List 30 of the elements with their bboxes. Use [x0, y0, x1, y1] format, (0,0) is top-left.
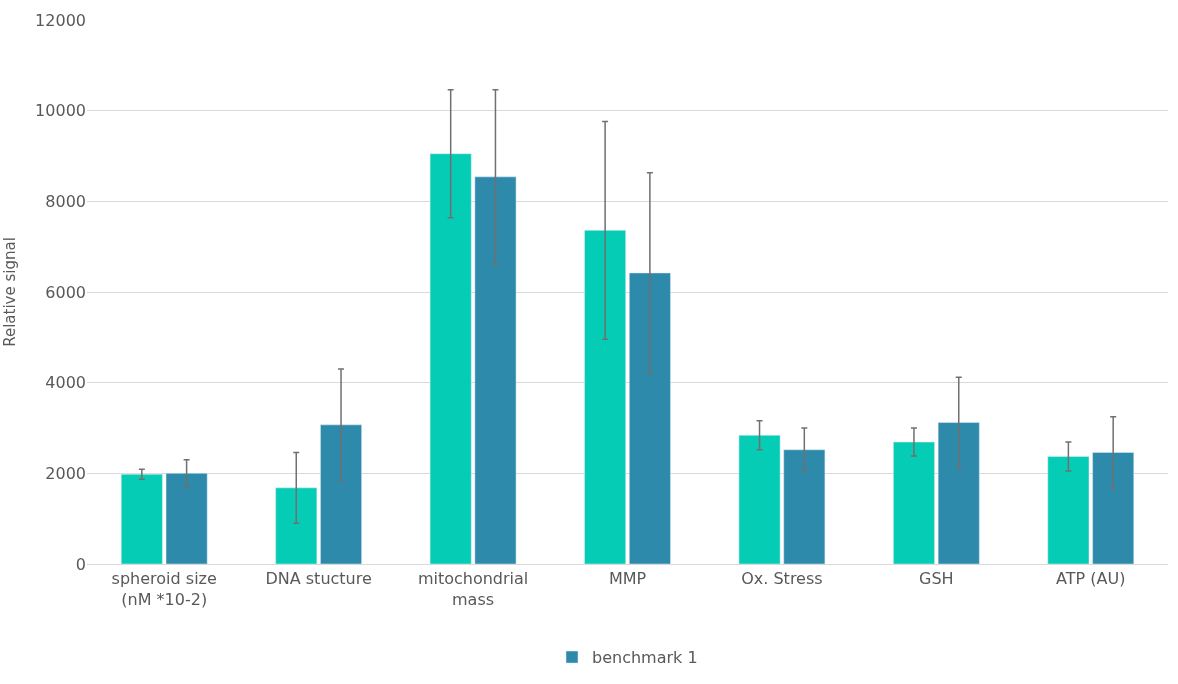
y-tick-label: 4000: [45, 373, 86, 393]
y-tick-label: 0: [75, 554, 86, 574]
x-tick-label: spheroid size (nM *10-2): [111, 569, 217, 609]
x-tick-label: GSH: [919, 569, 954, 589]
bar: [474, 176, 517, 564]
y-tick-label: 12000: [35, 10, 86, 30]
bar: [320, 424, 362, 564]
x-tick-label: ATP (AU): [1056, 569, 1126, 589]
bar: [165, 473, 208, 564]
x-tick-label: Ox. Stress: [741, 569, 823, 589]
legend-label: benchmark 1: [592, 648, 698, 668]
bar: [937, 422, 980, 564]
bar: [275, 487, 318, 564]
bar: [783, 449, 826, 564]
bar: [893, 441, 935, 564]
x-tick-label: mitochondrial mass: [417, 569, 529, 609]
bar: [738, 435, 781, 564]
y-tick-label: 8000: [45, 191, 86, 211]
y-tick-label: 2000: [45, 463, 86, 483]
bar: [1092, 452, 1135, 564]
y-axis-title: Relative signal: [1, 237, 20, 347]
y-tick-label: 10000: [35, 101, 86, 121]
bar: [429, 153, 472, 564]
bar: [629, 272, 671, 564]
y-tick-label: 6000: [45, 282, 86, 302]
x-tick-label: DNA stucture: [265, 569, 372, 589]
x-tick-label: MMP: [608, 569, 647, 589]
bar: [120, 473, 163, 564]
bar: [1047, 456, 1090, 564]
bar: [584, 230, 626, 564]
